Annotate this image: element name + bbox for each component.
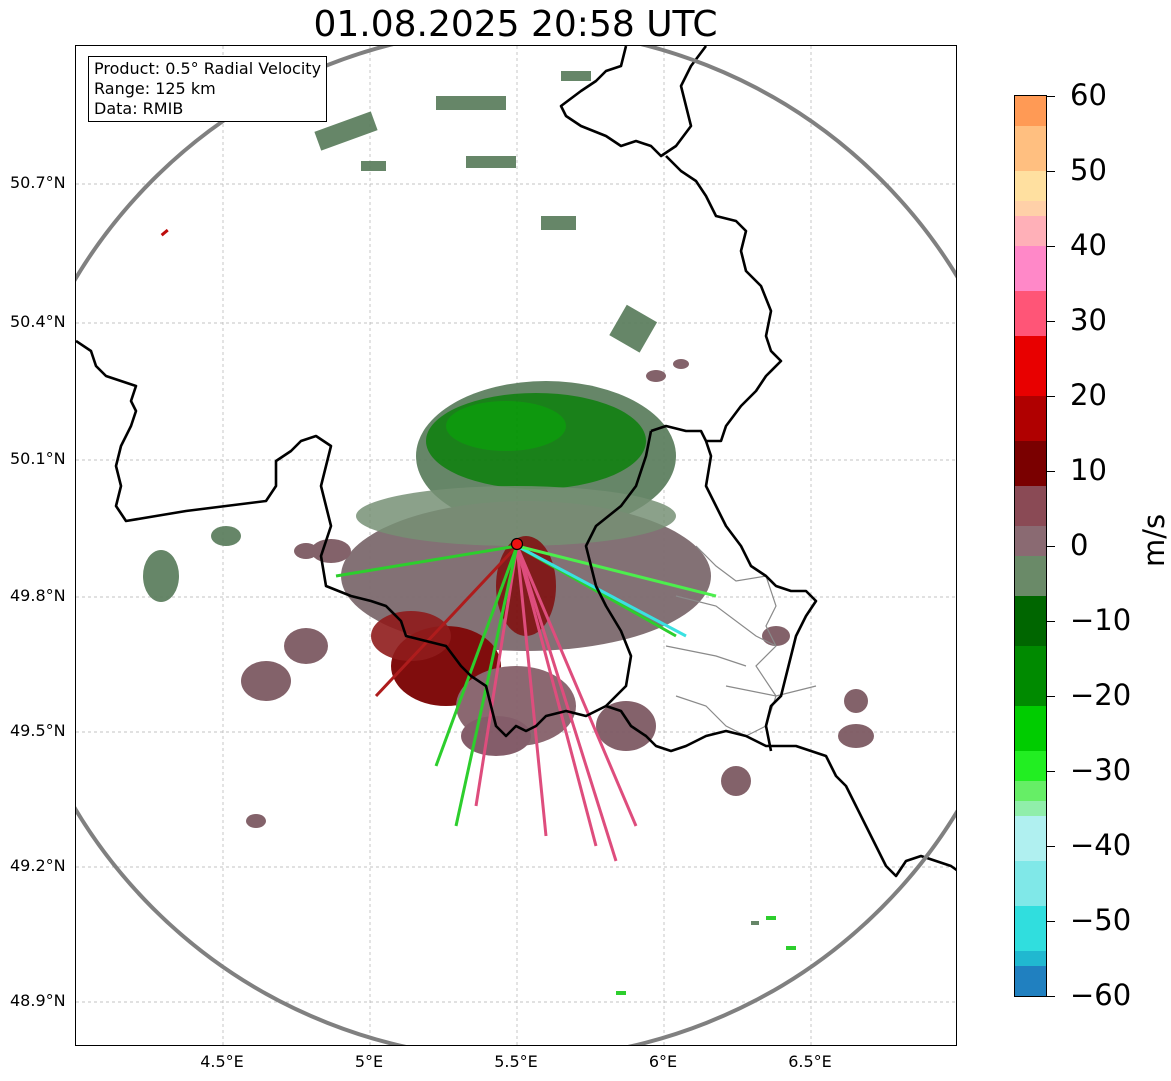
lux-districts <box>665 545 817 737</box>
info-data: Data: RMIB <box>94 99 184 118</box>
lat-label: 49.8°N <box>10 586 66 605</box>
lat-label: 49.2°N <box>10 856 66 875</box>
info-range: Range: 125 km <box>94 79 216 98</box>
radar-map-canvas <box>76 46 956 1045</box>
radar-map[interactable] <box>75 45 957 1046</box>
colorbar-tick <box>1047 321 1055 322</box>
country-borders <box>76 46 956 878</box>
colorbar-label: −40 <box>1070 828 1132 862</box>
colorbar-label: 10 <box>1070 453 1107 487</box>
lon-label: 6.5°E <box>788 1052 832 1071</box>
colorbar-tick <box>1047 921 1055 922</box>
lat-label: 50.1°N <box>10 449 66 468</box>
info-product: Product: 0.5° Radial Velocity <box>94 59 322 78</box>
colorbar-label: 0 <box>1070 528 1089 562</box>
radar-echoes <box>143 71 874 995</box>
colorbar-label: 20 <box>1070 378 1107 412</box>
lon-label: 5.5°E <box>494 1052 538 1071</box>
map-title: 01.08.2025 20:58 UTC <box>313 4 718 45</box>
lat-label: 48.9°N <box>10 991 66 1010</box>
colorbar-tick <box>1047 246 1055 247</box>
colorbar-label: 50 <box>1070 153 1107 187</box>
radar-site-marker <box>510 537 524 551</box>
colorbar-tick <box>1047 771 1055 772</box>
lon-label: 6°E <box>648 1052 678 1071</box>
colorbar <box>1014 95 1047 997</box>
colorbar-label: −30 <box>1070 753 1132 787</box>
lat-label: 50.7°N <box>10 173 66 192</box>
colorbar-tick <box>1047 996 1055 997</box>
colorbar-gradient <box>1015 96 1046 996</box>
colorbar-tick <box>1047 396 1055 397</box>
colorbar-label: −60 <box>1070 978 1132 1012</box>
colorbar-tick <box>1047 471 1055 472</box>
lat-label: 49.5°N <box>10 721 66 740</box>
colorbar-tick <box>1047 696 1055 697</box>
lon-label: 4.5°E <box>200 1052 244 1071</box>
lon-label: 5°E <box>354 1052 384 1071</box>
colorbar-label: 30 <box>1070 303 1107 337</box>
colorbar-label: 60 <box>1070 78 1107 112</box>
colorbar-unit-label: m/s <box>1137 513 1171 567</box>
colorbar-tick <box>1047 96 1055 97</box>
colorbar-tick <box>1047 621 1055 622</box>
colorbar-tick <box>1047 171 1055 172</box>
info-box: Product: 0.5° Radial Velocity Range: 125… <box>88 56 328 122</box>
colorbar-tick <box>1047 846 1055 847</box>
colorbar-label: 40 <box>1070 228 1107 262</box>
colorbar-label: −50 <box>1070 903 1132 937</box>
colorbar-tick <box>1047 546 1055 547</box>
lat-label: 50.4°N <box>10 312 66 331</box>
colorbar-label: −10 <box>1070 603 1132 637</box>
colorbar-label: −20 <box>1070 678 1132 712</box>
